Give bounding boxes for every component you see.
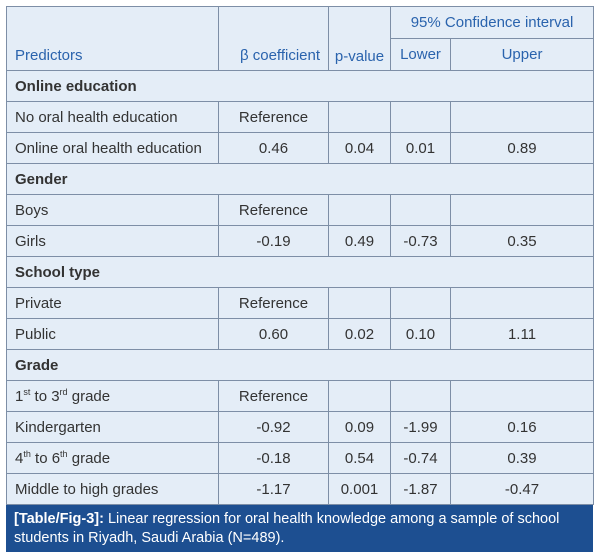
cell-upper: 1.11 xyxy=(449,318,595,350)
superscript: rd xyxy=(59,387,68,397)
cell-upper: 0.35 xyxy=(449,225,595,257)
predictor: Girls xyxy=(6,225,219,257)
data-row: Girls -0.19 0.49 -0.73 0.35 xyxy=(6,225,595,257)
label-text: Kindergarten xyxy=(15,418,101,436)
header-predictors: Predictors xyxy=(6,6,219,71)
section-row: Grade xyxy=(5,349,595,381)
section-title: Online education xyxy=(5,70,595,102)
cell-lower xyxy=(390,194,451,226)
cell-upper: 0.89 xyxy=(449,132,595,164)
data-row: Kindergarten -0.92 0.09 -1.99 0.16 xyxy=(6,411,595,443)
cell-p xyxy=(328,380,391,412)
label-text: Public xyxy=(15,325,56,343)
section-title: Gender xyxy=(5,163,595,195)
label-text: to 3 xyxy=(30,388,60,405)
cell-beta: -0.92 xyxy=(218,411,329,443)
cell-upper: -0.47 xyxy=(449,473,595,505)
data-row: Middle to high grades -1.17 0.001 -1.87 -0.4… xyxy=(6,473,595,505)
cell-p: 0.49 xyxy=(328,225,391,257)
section-title: Grade xyxy=(5,349,595,381)
predictor: No oral health education xyxy=(6,101,219,133)
cell-lower: -1.87 xyxy=(390,473,451,505)
label-text: Boys xyxy=(15,201,49,219)
cell-beta: 0.60 xyxy=(218,318,329,350)
data-row: 4th to 6th grade -0.18 0.54 -0.74 0.39 xyxy=(6,442,595,474)
data-row: Private Reference xyxy=(6,287,595,319)
cell-p: 0.54 xyxy=(328,442,391,474)
cell-beta: Reference xyxy=(218,194,329,226)
predictor: 1st to 3rd grade xyxy=(6,380,219,412)
cell-lower xyxy=(390,287,451,319)
label-text: 4 xyxy=(15,450,24,467)
data-row: Boys Reference xyxy=(6,194,595,226)
section-row: School type xyxy=(5,256,595,288)
superscript: th xyxy=(23,449,31,459)
predictor: 4th to 6th grade xyxy=(6,442,219,474)
header-lower: Lower xyxy=(390,38,451,71)
header-p: p-value xyxy=(328,6,391,71)
cell-beta: Reference xyxy=(218,101,329,133)
predictor: Private xyxy=(6,287,219,319)
cell-lower: 0.01 xyxy=(390,132,451,164)
cell-upper: 0.39 xyxy=(449,442,595,474)
table-figure: Predictors β coefficient p-value 95% Con… xyxy=(5,6,595,552)
cell-lower: -1.99 xyxy=(390,411,451,443)
cell-beta: -1.17 xyxy=(218,473,329,505)
data-row: Public 0.60 0.02 0.10 1.11 xyxy=(6,318,595,350)
predictor: Public xyxy=(6,318,219,350)
cell-p xyxy=(328,101,391,133)
cell-p: 0.09 xyxy=(328,411,391,443)
cell-lower: -0.73 xyxy=(390,225,451,257)
label-text: Girls xyxy=(15,232,46,250)
cell-upper xyxy=(449,194,595,226)
superscript: th xyxy=(60,449,68,459)
cell-lower: -0.74 xyxy=(390,442,451,474)
label-text: grade xyxy=(67,450,111,467)
data-row: No oral health education Reference xyxy=(6,101,595,133)
label-text: grade xyxy=(67,388,111,405)
label-text: to 6 xyxy=(30,450,61,467)
section-row: Gender xyxy=(5,163,595,195)
caption: [Table/Fig-3]: Linear regression for ora… xyxy=(6,505,593,552)
data-row: 1st to 3rd grade Reference xyxy=(6,380,595,412)
predictor: Boys xyxy=(6,194,219,226)
predictor: Online oral health education xyxy=(6,132,219,164)
label-text: No oral health education xyxy=(15,108,178,126)
superscript: st xyxy=(23,387,31,397)
header-upper: Upper xyxy=(449,38,595,71)
predictor: Kindergarten xyxy=(6,411,219,443)
cell-p xyxy=(328,287,391,319)
label-text: Online oral health education xyxy=(15,139,202,157)
cell-p: 0.02 xyxy=(328,318,391,350)
label-text: Middle to high grades xyxy=(15,480,159,498)
cell-upper xyxy=(449,287,595,319)
cell-upper xyxy=(449,380,595,412)
data-row: Online oral health education 0.46 0.04 0.01… xyxy=(6,132,595,164)
table-body: Online education No oral health education… xyxy=(5,70,595,505)
cell-beta: 0.46 xyxy=(218,132,329,164)
cell-p: 0.001 xyxy=(328,473,391,505)
cell-p: 0.04 xyxy=(328,132,391,164)
label-text: 1 xyxy=(15,388,24,405)
cell-upper xyxy=(449,101,595,133)
cell-upper: 0.16 xyxy=(449,411,595,443)
header-beta: β coefficient xyxy=(218,6,329,71)
header-ci: 95% Confidence interval xyxy=(389,6,595,39)
caption-text: Linear regression for oral health knowle… xyxy=(14,511,560,546)
cell-beta: -0.19 xyxy=(218,225,329,257)
section-title: School type xyxy=(5,256,595,288)
cell-lower xyxy=(390,380,451,412)
cell-lower: 0.10 xyxy=(390,318,451,350)
cell-p xyxy=(328,194,391,226)
table: Predictors β coefficient p-value 95% Con… xyxy=(5,6,595,505)
cell-lower xyxy=(390,101,451,133)
predictor: Middle to high grades xyxy=(6,473,219,505)
label-text: Private xyxy=(15,294,62,312)
caption-label: [Table/Fig-3]: xyxy=(14,511,104,527)
cell-beta: Reference xyxy=(218,380,329,412)
section-row: Online education xyxy=(5,70,595,102)
cell-beta: Reference xyxy=(218,287,329,319)
cell-beta: -0.18 xyxy=(218,442,329,474)
